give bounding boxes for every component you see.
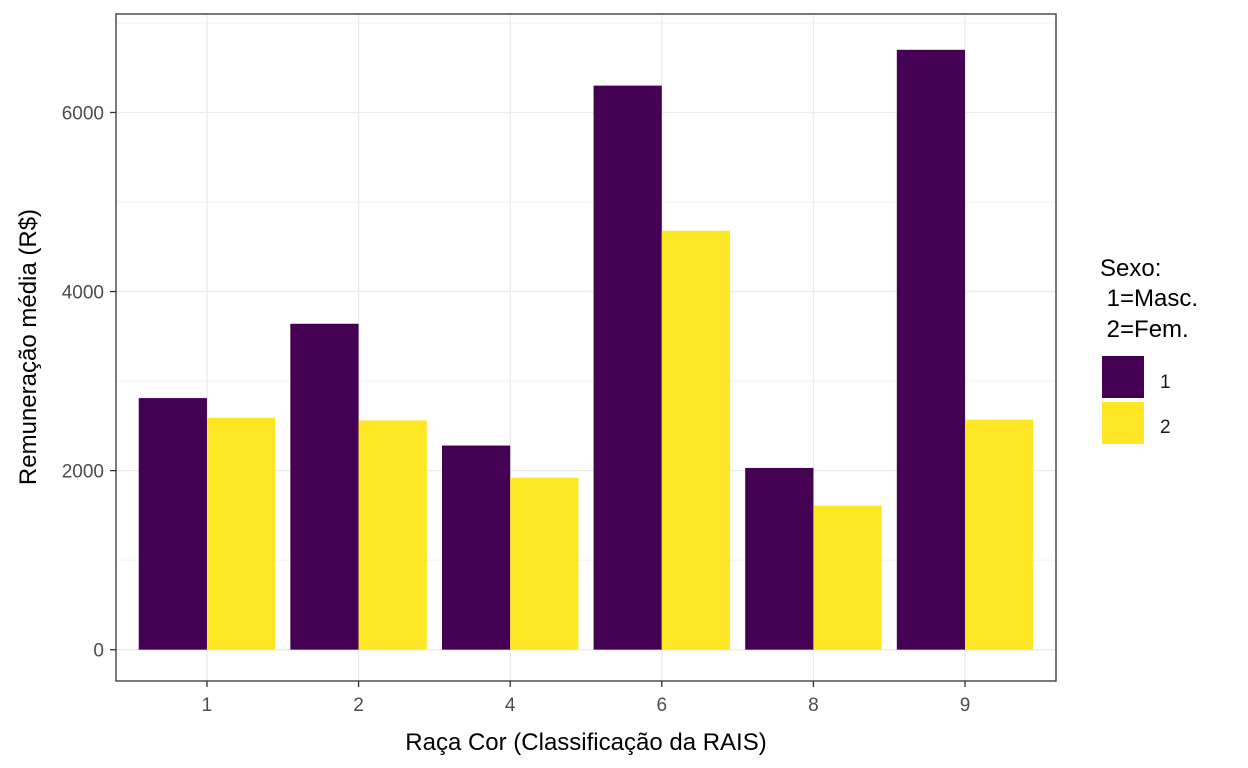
x-tick-label: 8 (808, 695, 819, 716)
bar-series-2-cat-4 (510, 477, 579, 650)
bar-series-1-cat-2 (290, 323, 359, 650)
y-tick-label: 6000 (62, 103, 104, 124)
bar-series-1-cat-1 (138, 398, 207, 650)
axis-ticks: 0 2000 4000 6000 1 2 4 6 8 9 (62, 103, 971, 716)
x-axis-title: Raça Cor (Classificação da RAIS) (405, 729, 766, 756)
bar-series-1-cat-9 (896, 49, 966, 650)
y-tick-label: 2000 (62, 462, 104, 483)
legend-title-line-3: 2=Fem. (1100, 316, 1189, 343)
bar-series-2-cat-9 (965, 419, 1034, 650)
x-tick-label: 4 (505, 695, 516, 716)
legend-title-line-1: Sexo: (1100, 255, 1161, 282)
legend-label-1: 1 (1160, 372, 1171, 393)
legend: Sexo: 1=Masc. 2=Fem. 1 2 (1100, 255, 1198, 444)
bar-series-2-cat-8 (813, 505, 882, 650)
bar-series-2-cat-2 (358, 420, 427, 650)
bar-series-1-cat-8 (745, 467, 814, 650)
y-tick-label: 4000 (62, 283, 104, 304)
x-tick-label: 1 (202, 695, 213, 716)
y-axis-title: Remuneração média (R$) (15, 209, 42, 485)
y-tick-label: 0 (93, 641, 104, 662)
panel-border (115, 13, 1057, 682)
x-tick-label: 2 (353, 695, 364, 716)
bar-series-1-cat-6 (593, 85, 662, 650)
legend-key-2 (1102, 402, 1144, 444)
x-tick-label: 6 (657, 695, 668, 716)
legend-label-2: 2 (1160, 417, 1171, 438)
bar-series-2-cat-6 (661, 230, 731, 650)
bars (138, 49, 1034, 650)
legend-title-line-2: 1=Masc. (1100, 285, 1198, 312)
bar-series-2-cat-1 (206, 417, 276, 650)
x-tick-label: 9 (960, 695, 971, 716)
bar-series-1-cat-4 (441, 445, 511, 650)
legend-key-1 (1102, 356, 1144, 398)
